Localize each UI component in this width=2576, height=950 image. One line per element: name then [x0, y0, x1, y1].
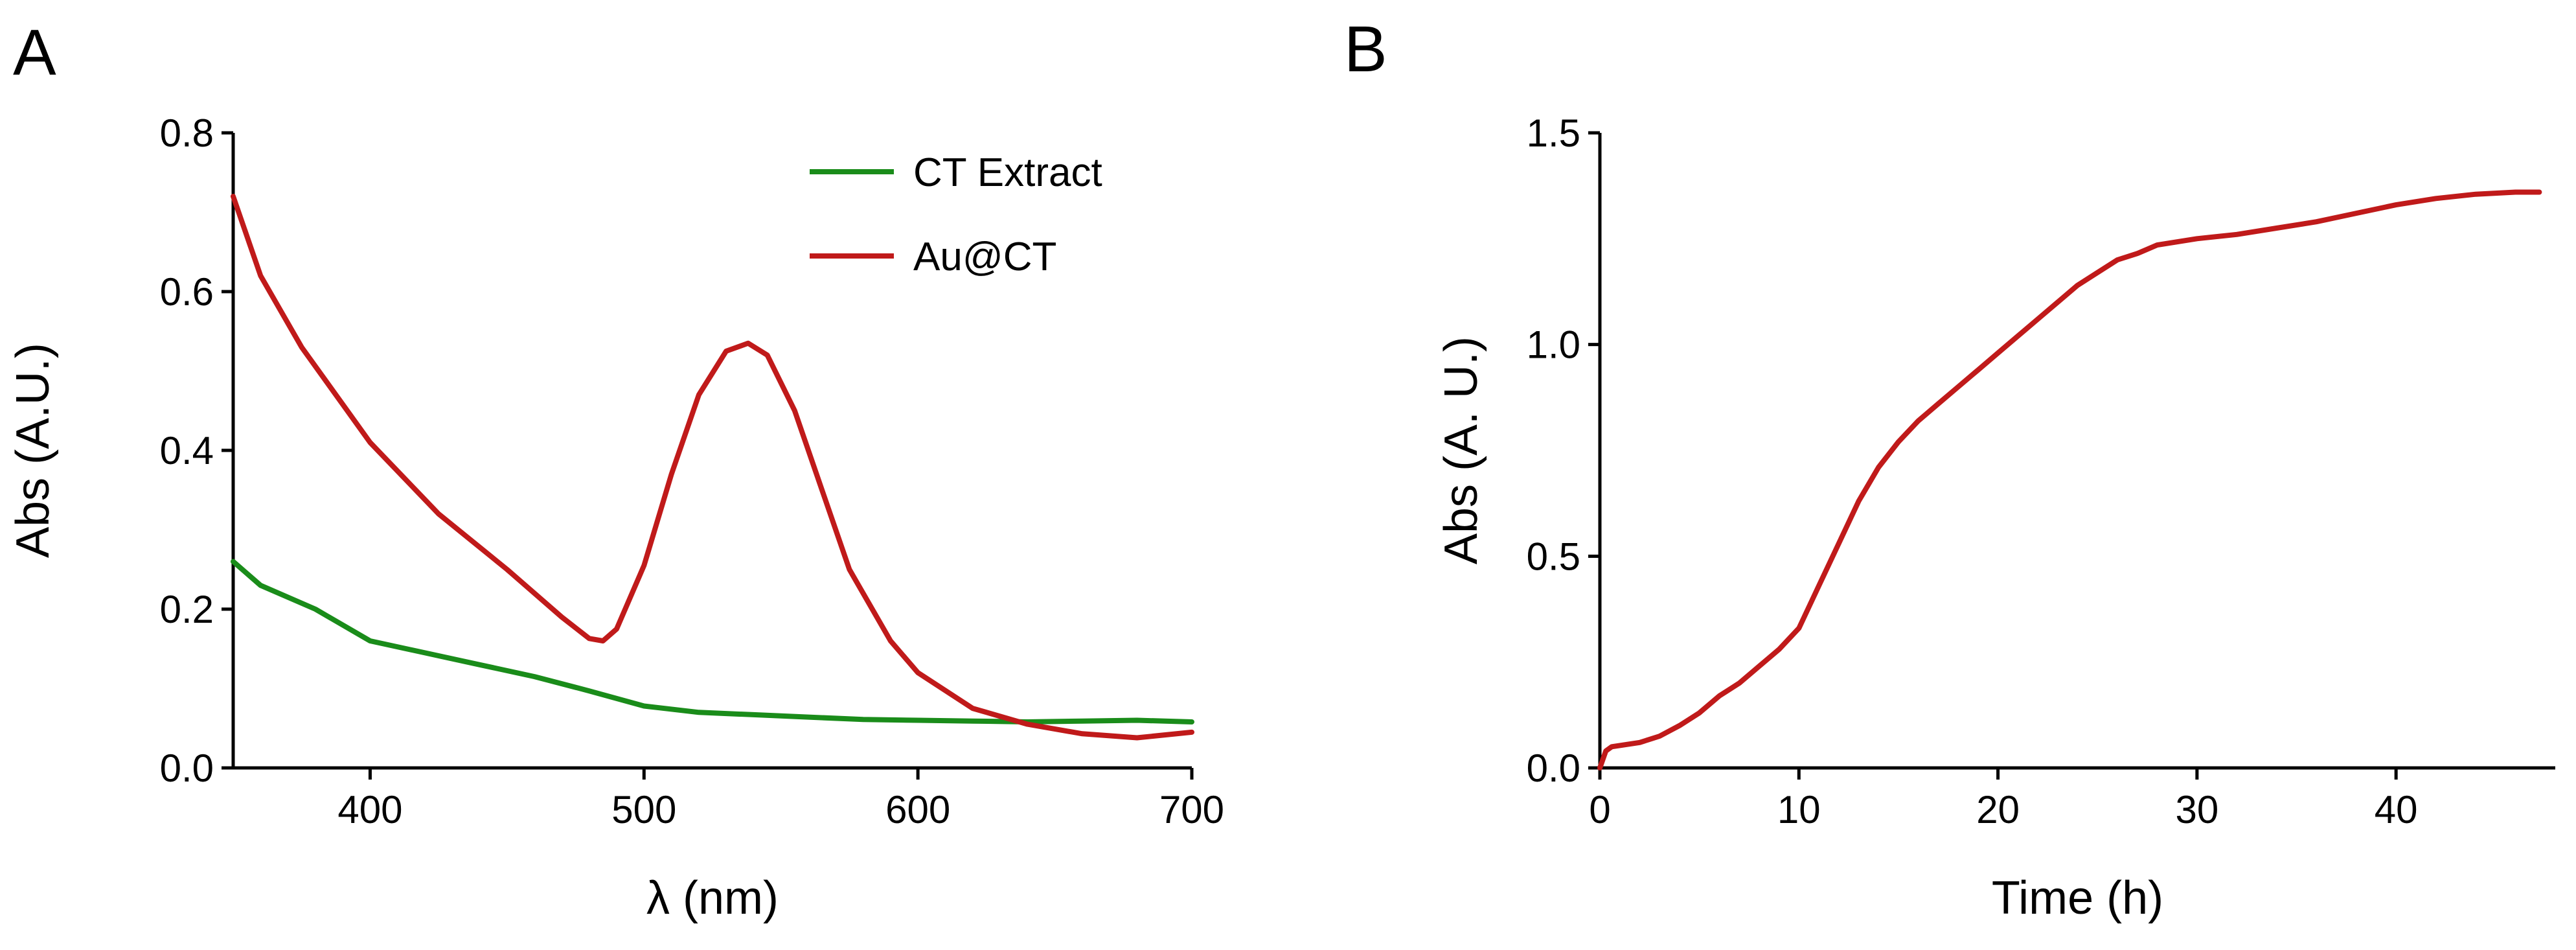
series-line-a-0 [231, 559, 1194, 724]
y-tick-label-a: 0.6 [160, 270, 214, 314]
y-tick-label-b: 1.5 [1527, 111, 1580, 155]
y-tick-label-b: 1.0 [1527, 323, 1580, 367]
y-tick-label-a: 0.8 [160, 111, 214, 155]
chart-panel-b: B 0.0 0.5 1.0 1.5 0 10 20 30 40 Time (h) Abs (A. U.… [1344, 13, 2555, 924]
legend-label-a-1: Au@CT [913, 235, 1056, 279]
y-tick-label-b: 0.0 [1527, 747, 1580, 790]
y-tick-label-b: 0.5 [1527, 535, 1580, 578]
x-tick-label-b: 0 [1589, 788, 1610, 831]
legend-label-a-0: CT Extract [913, 150, 1102, 195]
y-tick-label-a: 0.2 [160, 588, 214, 631]
x-tick-label-b: 20 [1976, 788, 2020, 831]
y-tick-label-a: 0.0 [160, 747, 214, 790]
x-axis-label-a: λ (nm) [646, 872, 779, 924]
x-axis-label-b: Time (h) [1992, 872, 2163, 924]
x-tick-label-a: 500 [611, 788, 676, 831]
x-tick-label-a: 400 [337, 788, 402, 831]
y-axis-label-b: Abs (A. U.) [1435, 336, 1487, 564]
y-tick-label-a: 0.4 [160, 429, 214, 472]
x-tick-label-a: 600 [885, 788, 950, 831]
panel-label-b: B [1344, 13, 1387, 86]
chart-panel-a: A 0.0 0.2 0.4 0.6 0.8 400 500 600 700 λ (nm) Abs (A… [7, 16, 1224, 924]
series-line-b-0 [1597, 189, 2542, 770]
x-tick-label-b: 40 [2375, 788, 2418, 831]
x-tick-label-b: 10 [1777, 788, 1821, 831]
y-axis-label-a: Abs (A.U.) [7, 343, 59, 558]
panel-label-a: A [13, 16, 56, 89]
x-tick-label-b: 30 [2176, 788, 2219, 831]
x-tick-label-a: 700 [1159, 788, 1224, 831]
series-line-a-1 [231, 194, 1194, 741]
